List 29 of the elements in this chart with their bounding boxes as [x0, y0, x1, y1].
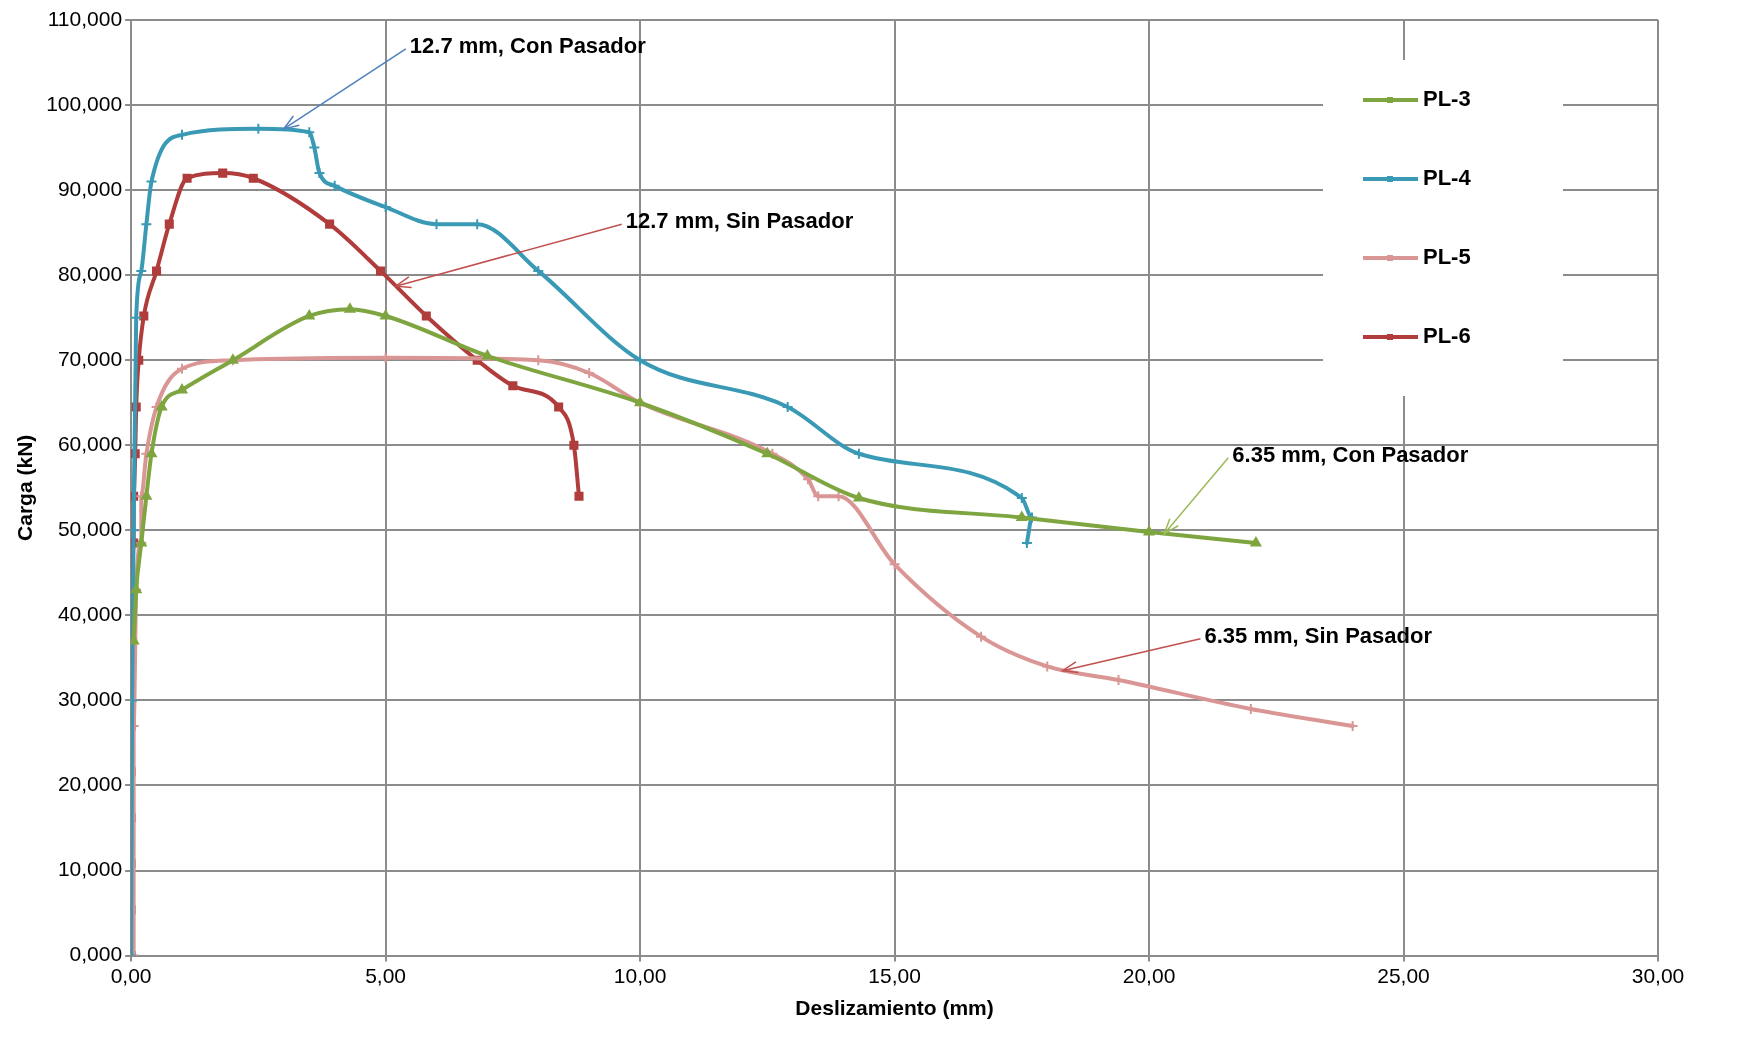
y-tick-label: 110,000: [47, 6, 123, 30]
annotation: 6.35 mm, Con Pasador: [1232, 441, 1469, 467]
y-tick-label: 20,000: [57, 772, 123, 796]
y-tick-label: 70,000: [57, 347, 123, 371]
legend-label: PL-6: [1423, 323, 1471, 349]
x-tick-label: 5,00: [365, 964, 407, 987]
legend-label: PL-4: [1423, 165, 1472, 191]
y-tick-label: 80,000: [57, 261, 123, 285]
y-tick-label: 40,000: [57, 602, 123, 626]
y-tick-label: 10,000: [57, 857, 123, 881]
x-axis-title: Deslizamiento (mm): [795, 996, 994, 1020]
x-tick-label: 0,00: [110, 964, 152, 987]
y-tick-label: 50,000: [57, 517, 123, 541]
y-tick-label: 0,000: [69, 942, 123, 966]
x-tick-label: 10,00: [613, 964, 667, 987]
x-tick-label: 20,00: [1122, 964, 1176, 987]
annotation: 12.7 mm, Sin Pasador: [625, 208, 854, 234]
y-tick-label: 100,000: [46, 91, 123, 115]
annotation: 12.7 mm, Con Pasador: [409, 32, 647, 58]
y-tick-label: 90,000: [57, 176, 123, 200]
annotation: 6.35 mm, Sin Pasador: [1204, 622, 1433, 648]
x-tick-label: 30,00: [1631, 964, 1685, 987]
y-tick-label: 30,000: [57, 687, 123, 711]
y-tick-label: 60,000: [57, 432, 123, 456]
x-tick-label: 25,00: [1377, 964, 1430, 987]
x-tick-label: 15,00: [868, 964, 921, 987]
legend-label: PL-3: [1423, 86, 1471, 112]
y-axis-title: Carga (kN): [13, 434, 37, 541]
legend-label: PL-5: [1423, 244, 1471, 270]
